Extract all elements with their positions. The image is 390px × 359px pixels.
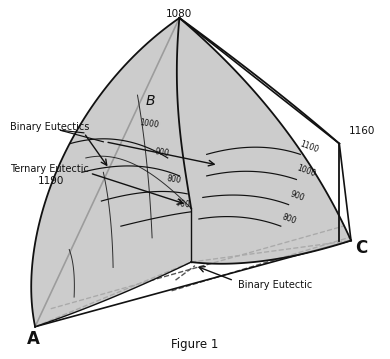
Text: Binary Eutectic: Binary Eutectic <box>238 280 312 290</box>
Text: C: C <box>355 239 367 257</box>
Text: 900: 900 <box>154 147 170 158</box>
Text: 1190: 1190 <box>38 176 64 186</box>
Text: B: B <box>145 94 155 107</box>
Polygon shape <box>31 18 191 327</box>
Text: 1080: 1080 <box>166 9 193 19</box>
Text: 800: 800 <box>166 174 181 185</box>
Text: A: A <box>27 330 40 348</box>
Text: 1000: 1000 <box>138 118 159 130</box>
Text: 800: 800 <box>281 212 298 226</box>
Text: 1100: 1100 <box>298 140 319 155</box>
Polygon shape <box>177 18 351 264</box>
Text: 900: 900 <box>289 189 305 202</box>
Text: 1000: 1000 <box>296 163 317 178</box>
Text: Figure 1: Figure 1 <box>171 338 219 351</box>
Text: 1160: 1160 <box>349 126 376 136</box>
Text: Binary Eutectics: Binary Eutectics <box>10 122 89 132</box>
Text: 700: 700 <box>176 199 191 210</box>
Text: Ternary Eutectic: Ternary Eutectic <box>10 164 89 174</box>
